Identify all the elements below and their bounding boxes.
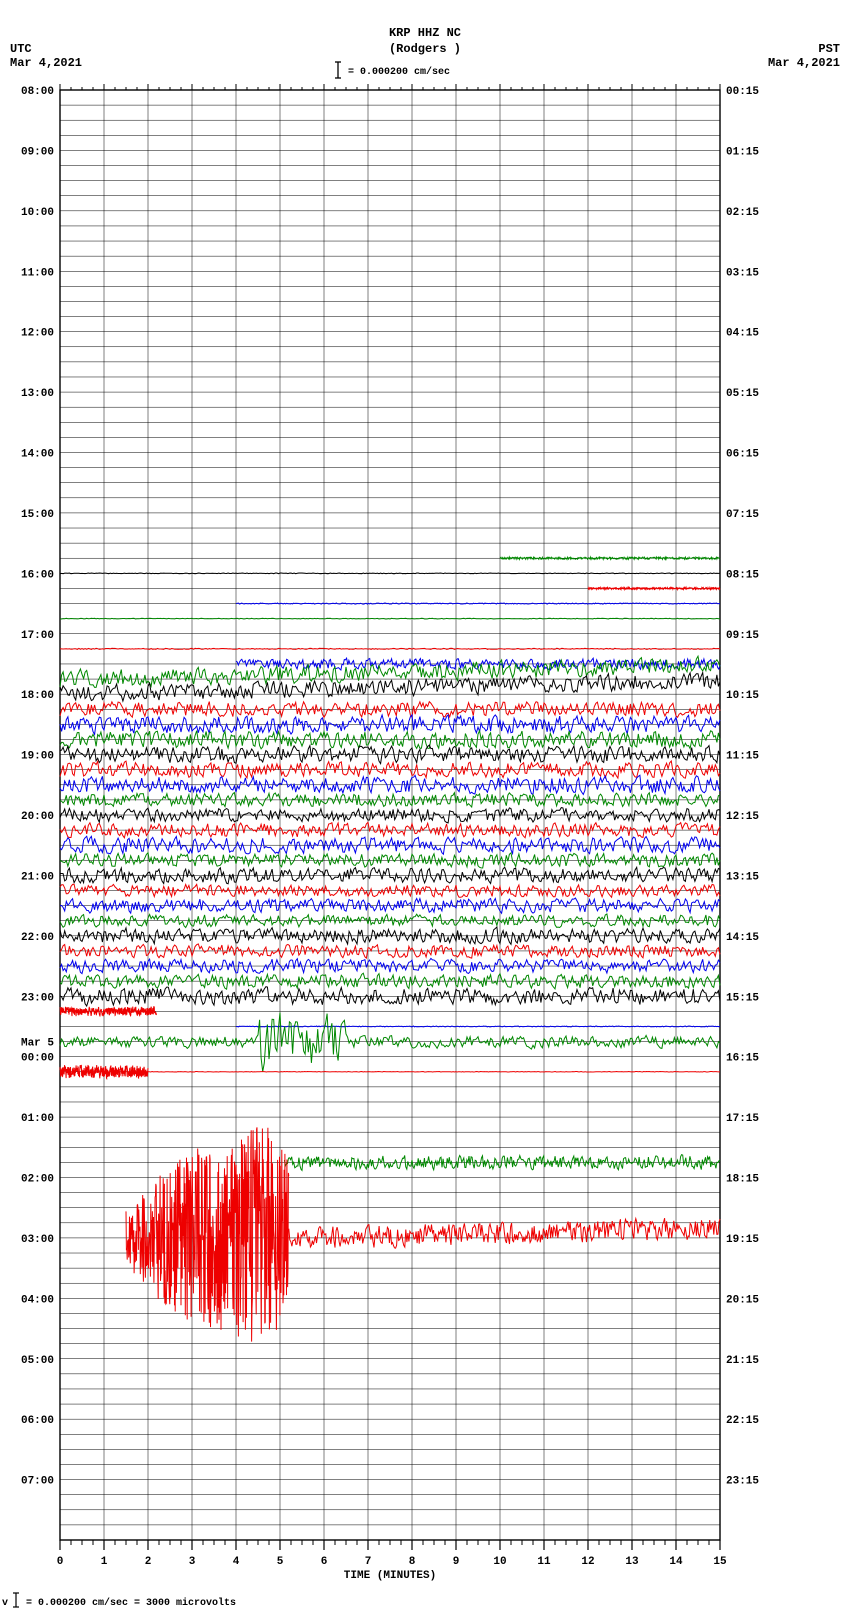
helicorder-svg: KRP HHZ NC (Rodgers ) = 0.000200 cm/sec UTC… <box>0 0 850 1613</box>
utc-time-label: 23:00 <box>21 992 54 1004</box>
utc-time-label: 22:00 <box>21 932 54 944</box>
pst-time-label: 13:15 <box>726 871 759 883</box>
x-tick-label: 10 <box>493 1556 506 1568</box>
pst-time-label: 06:15 <box>726 449 759 461</box>
x-tick-label: 14 <box>669 1556 683 1568</box>
seismic-trace <box>148 1072 720 1073</box>
pst-time-label: 07:15 <box>726 509 759 521</box>
pst-time-label: 17:15 <box>726 1113 759 1125</box>
pst-time-label: 02:15 <box>726 207 759 219</box>
x-tick-label: 2 <box>145 1556 152 1568</box>
utc-time-label: 14:00 <box>21 449 54 461</box>
station-code: KRP HHZ NC <box>389 26 461 40</box>
utc-time-label: 06:00 <box>21 1415 54 1427</box>
utc-time-label: 01:00 <box>21 1113 54 1125</box>
x-tick-label: 1 <box>101 1556 108 1568</box>
pst-time-label: 23:15 <box>726 1476 759 1488</box>
left-tz: UTC <box>10 42 32 56</box>
utc-time-label: 12:00 <box>21 328 54 340</box>
pst-time-label: 22:15 <box>726 1415 759 1427</box>
footnote-text: = 0.000200 cm/sec = 3000 microvolts <box>26 1597 236 1609</box>
pst-time-label: 14:15 <box>726 932 759 944</box>
pst-time-label: 18:15 <box>726 1174 759 1186</box>
utc-time-label: 08:00 <box>21 86 54 98</box>
x-tick-label: 4 <box>233 1556 240 1568</box>
pst-time-label: 12:15 <box>726 811 759 823</box>
utc-time-label: 20:00 <box>21 811 54 823</box>
pst-time-label: 04:15 <box>726 328 759 340</box>
pst-time-label: 01:15 <box>726 146 759 158</box>
utc-time-label: 03:00 <box>21 1234 54 1246</box>
utc-time-label: 15:00 <box>21 509 54 521</box>
utc-time-label: 19:00 <box>21 751 54 763</box>
x-tick-label: 15 <box>713 1556 727 1568</box>
station-location: (Rodgers ) <box>389 42 461 56</box>
pst-time-label: 10:15 <box>726 690 759 702</box>
right-date: Mar 4,2021 <box>768 56 840 70</box>
utc-time-label: 18:00 <box>21 690 54 702</box>
footnote-prefix: v <box>2 1598 8 1609</box>
pst-time-label: 15:15 <box>726 992 759 1004</box>
utc-time-label: 05:00 <box>21 1355 54 1367</box>
x-tick-label: 6 <box>321 1556 328 1568</box>
left-date: Mar 4,2021 <box>10 56 82 70</box>
pst-time-label: 11:15 <box>726 751 759 763</box>
utc-time-label: 11:00 <box>21 267 54 279</box>
seismogram-helicorder: KRP HHZ NC (Rodgers ) = 0.000200 cm/sec UTC… <box>0 0 850 1613</box>
utc-time-label: Mar 5 <box>21 1038 54 1050</box>
pst-time-label: 00:15 <box>726 86 759 98</box>
x-tick-label: 8 <box>409 1556 416 1568</box>
utc-time-label: 10:00 <box>21 207 54 219</box>
utc-time-label: 09:00 <box>21 146 54 158</box>
x-tick-label: 7 <box>365 1556 372 1568</box>
utc-time-label: 16:00 <box>21 569 54 581</box>
pst-time-label: 05:15 <box>726 388 759 400</box>
pst-time-label: 03:15 <box>726 267 759 279</box>
utc-time-label: 13:00 <box>21 388 54 400</box>
pst-time-label: 20:15 <box>726 1294 759 1306</box>
utc-time-label: 02:00 <box>21 1174 54 1186</box>
utc-time-label: 07:00 <box>21 1476 54 1488</box>
pst-time-label: 21:15 <box>726 1355 759 1367</box>
scale-label: = 0.000200 cm/sec <box>348 66 450 78</box>
x-tick-label: 3 <box>189 1556 196 1568</box>
utc-time-label: 21:00 <box>21 871 54 883</box>
right-tz: PST <box>818 42 840 56</box>
utc-time-label: 00:00 <box>21 1053 54 1065</box>
pst-time-label: 19:15 <box>726 1234 759 1246</box>
utc-time-label: 04:00 <box>21 1294 54 1306</box>
pst-time-label: 16:15 <box>726 1053 759 1065</box>
utc-time-label: 17:00 <box>21 630 54 642</box>
pst-time-label: 08:15 <box>726 569 759 581</box>
x-tick-label: 13 <box>625 1556 639 1568</box>
x-tick-label: 5 <box>277 1556 284 1568</box>
seismic-trace <box>60 573 720 574</box>
pst-time-label: 09:15 <box>726 630 759 642</box>
x-tick-label: 0 <box>57 1556 64 1568</box>
x-axis-label: TIME (MINUTES) <box>344 1570 436 1582</box>
x-tick-label: 9 <box>453 1556 460 1568</box>
x-tick-label: 12 <box>581 1556 594 1568</box>
x-tick-label: 11 <box>537 1556 551 1568</box>
